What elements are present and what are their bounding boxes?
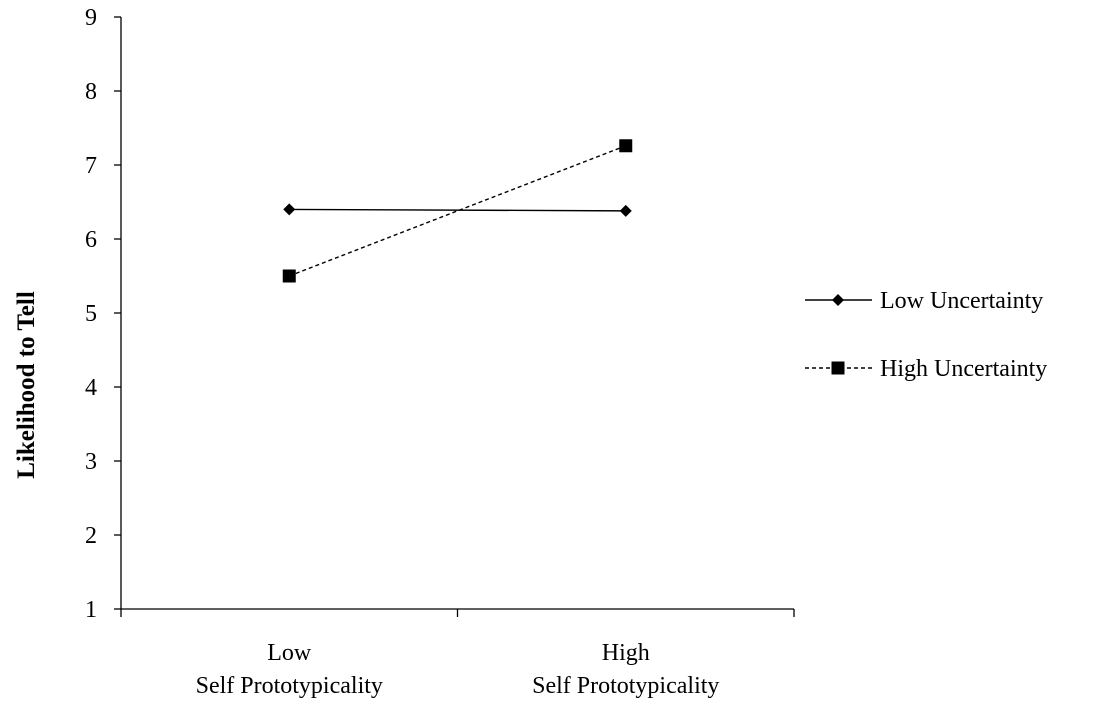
legend-diamond-marker [832, 294, 844, 306]
diamond-marker [283, 203, 296, 216]
legend-item: Low Uncertainty [805, 288, 1043, 314]
y-axis-ticks: 1 2 3 4 5 6 7 8 9 [85, 5, 121, 623]
y-tick-label: 4 [85, 375, 97, 401]
series-low-uncertainty [283, 203, 632, 217]
square-marker [282, 269, 296, 283]
x-category-label: Low Self Prototypicality [196, 640, 383, 699]
legend: Low Uncertainty High Uncertainty [805, 288, 1047, 382]
series-layer [282, 139, 633, 283]
series-line [289, 208, 626, 212]
legend-item: High Uncertainty [805, 356, 1047, 382]
diamond-marker [619, 204, 632, 217]
y-axis-label: Likelihood to Tell [13, 291, 40, 479]
y-tick-label: 1 [85, 597, 97, 623]
y-tick-label: 5 [85, 301, 97, 327]
square-marker [619, 139, 633, 153]
y-tick-label: 7 [85, 153, 97, 179]
y-tick-label: 2 [85, 523, 97, 549]
legend-square-marker [831, 361, 845, 375]
chart-axes [120, 17, 794, 610]
legend-label: High Uncertainty [880, 356, 1047, 382]
y-tick-label: 6 [85, 227, 97, 253]
legend-label: Low Uncertainty [880, 288, 1043, 314]
y-tick-label: 8 [85, 79, 97, 105]
y-tick-label: 3 [85, 449, 97, 475]
x-category-label: High Self Prototypicality [532, 640, 719, 699]
y-tick-label: 9 [85, 5, 97, 31]
x-axis-ticks: Low Self Prototypicality High Self Prototyp… [120, 609, 795, 699]
series-high-uncertainty [282, 139, 633, 283]
